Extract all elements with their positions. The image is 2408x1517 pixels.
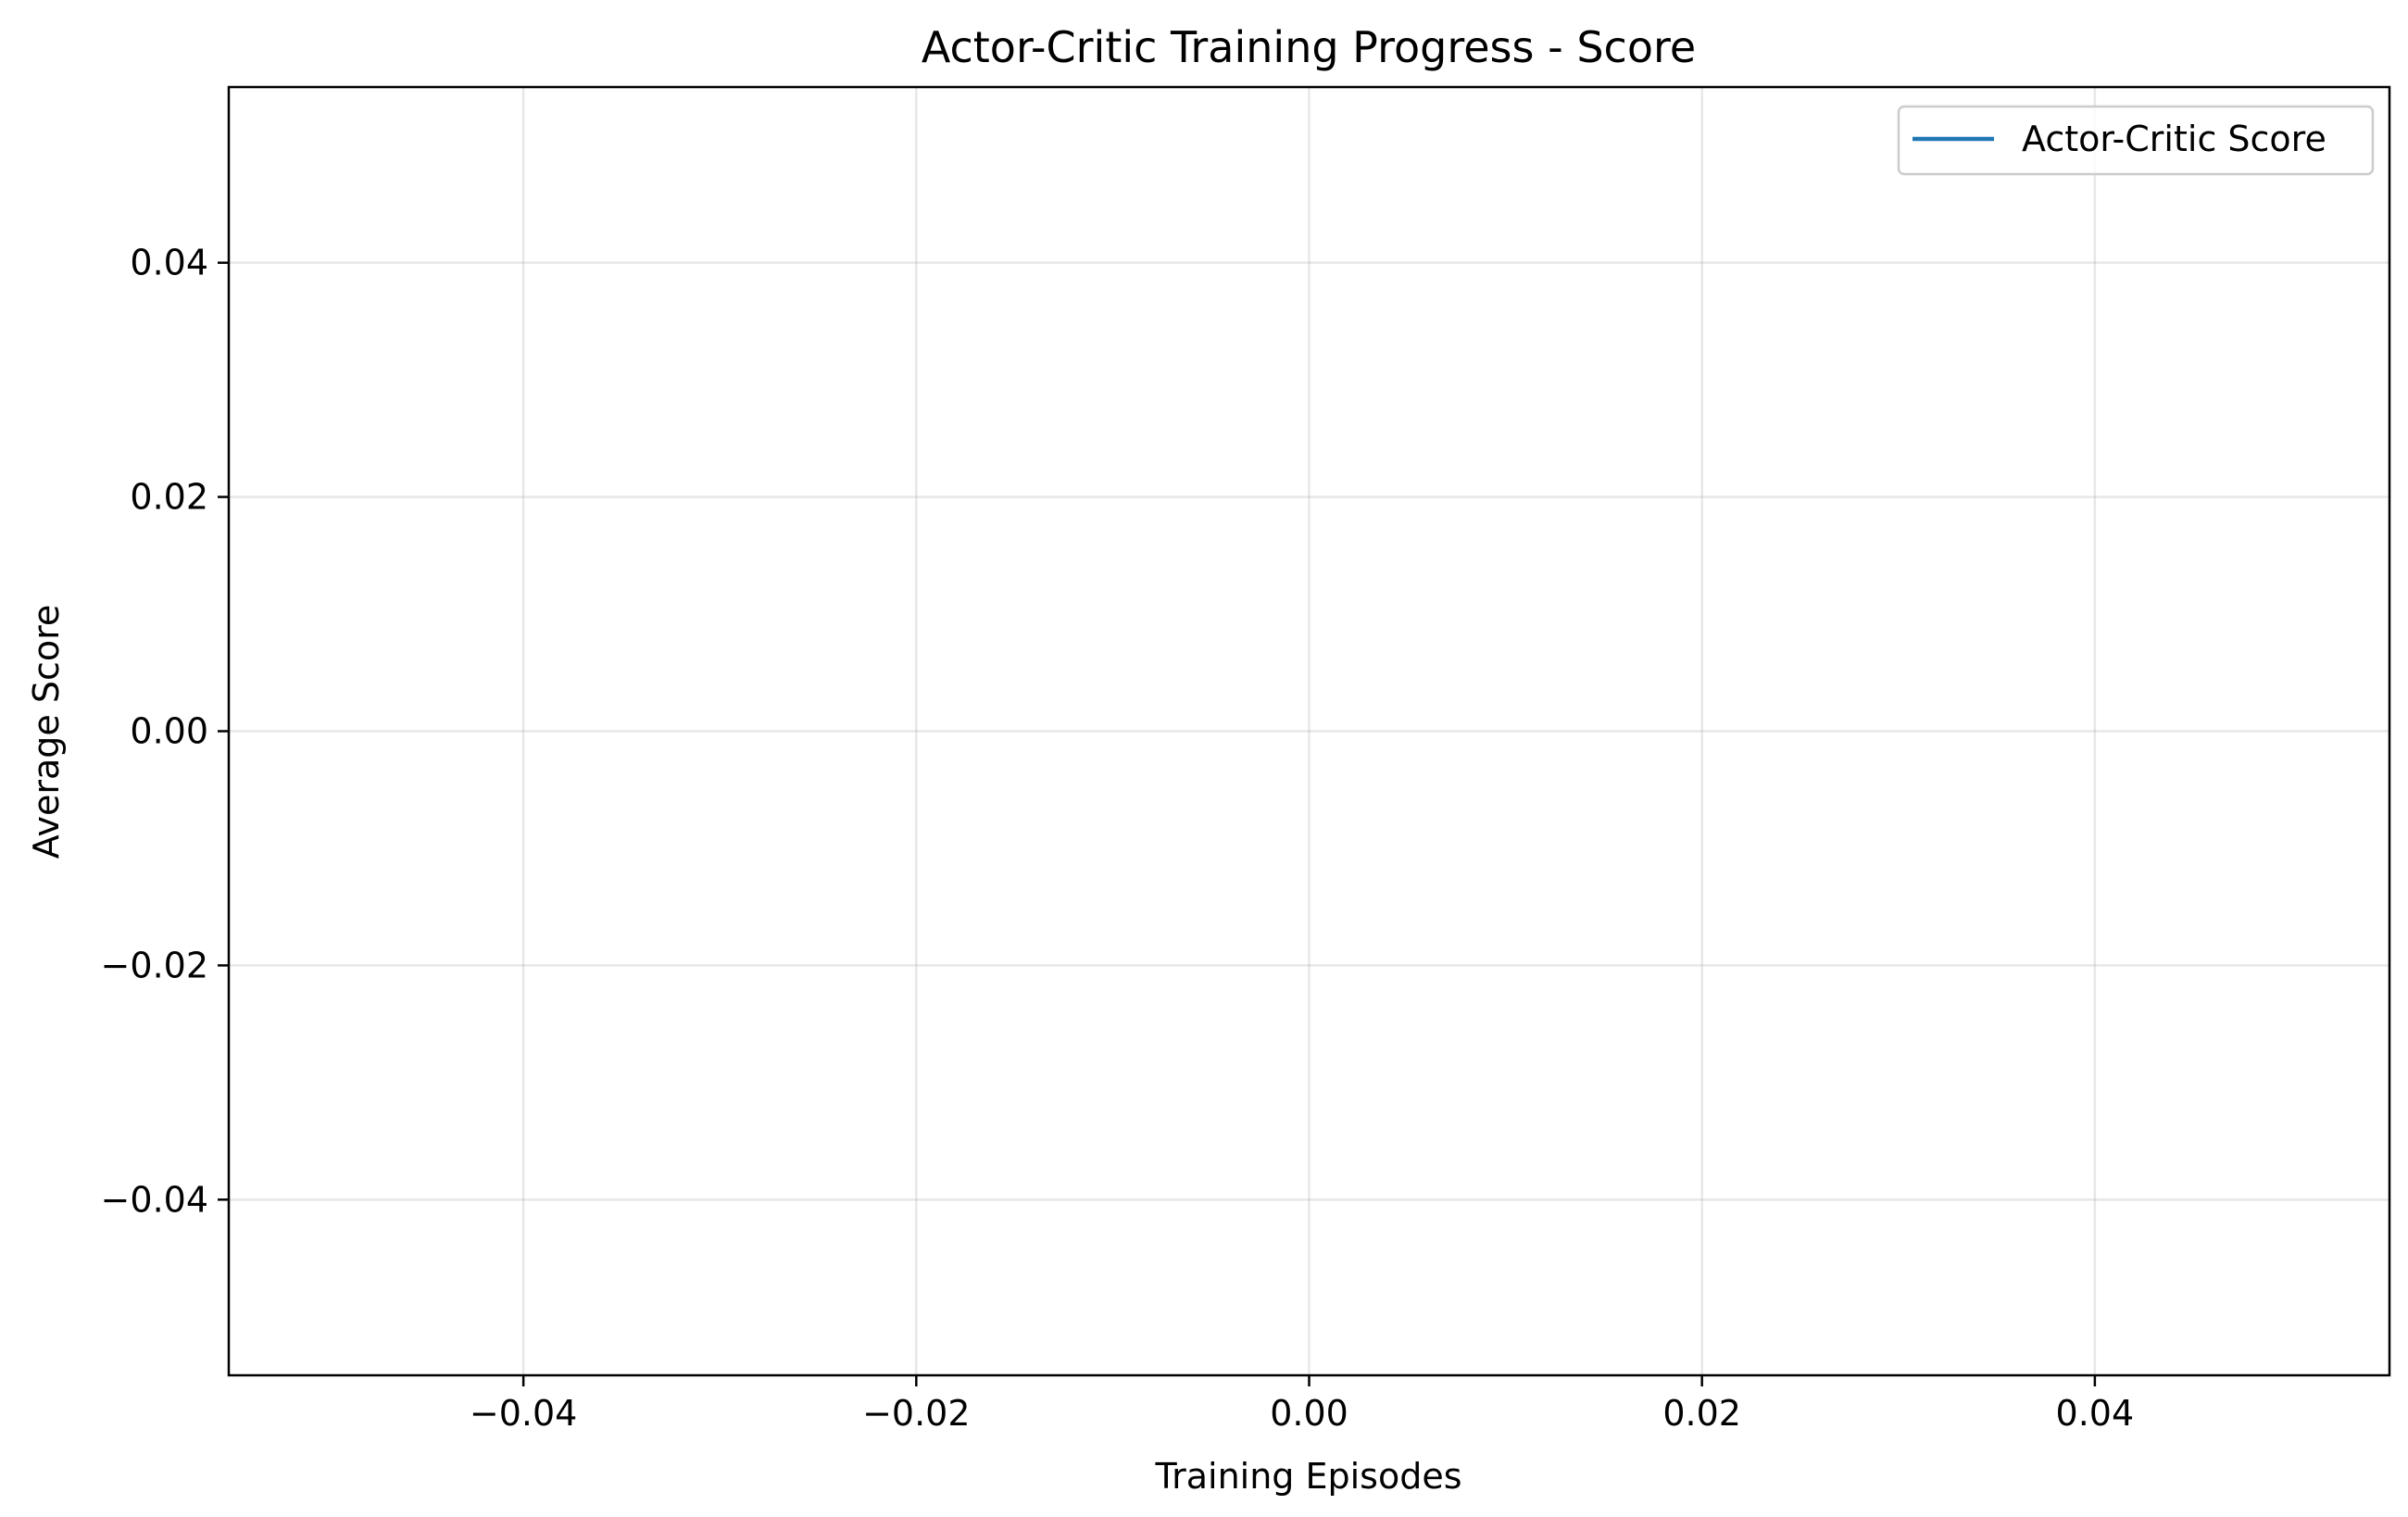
x-axis-label: Training Episodes	[1154, 1456, 1461, 1497]
y-axis-label: Average Score	[26, 605, 67, 859]
legend-entry-label: Actor-Critic Score	[2022, 119, 2326, 159]
x-tick-label: 0.00	[1270, 1393, 1348, 1434]
y-axis-ticks: −0.04 −0.02 0.00 0.02 0.04	[101, 243, 229, 1220]
y-tick-label: 0.04	[130, 243, 208, 283]
y-tick-label: 0.00	[130, 711, 208, 752]
x-tick-label: −0.04	[470, 1393, 577, 1434]
grid	[229, 87, 2389, 1375]
y-tick-label: 0.02	[130, 477, 208, 518]
x-tick-label: −0.02	[862, 1393, 970, 1434]
y-tick-label: −0.04	[101, 1179, 208, 1220]
x-tick-label: 0.02	[1662, 1393, 1741, 1434]
chart-title: Actor-Critic Training Progress - Score	[922, 22, 1696, 72]
y-tick-label: −0.02	[101, 945, 208, 985]
x-axis-ticks: −0.04 −0.02 0.00 0.02 0.04	[470, 1375, 2134, 1434]
x-tick-label: 0.04	[2056, 1393, 2135, 1434]
legend-box	[1897, 105, 2375, 176]
legend: Actor-Critic Score	[1897, 105, 2375, 176]
